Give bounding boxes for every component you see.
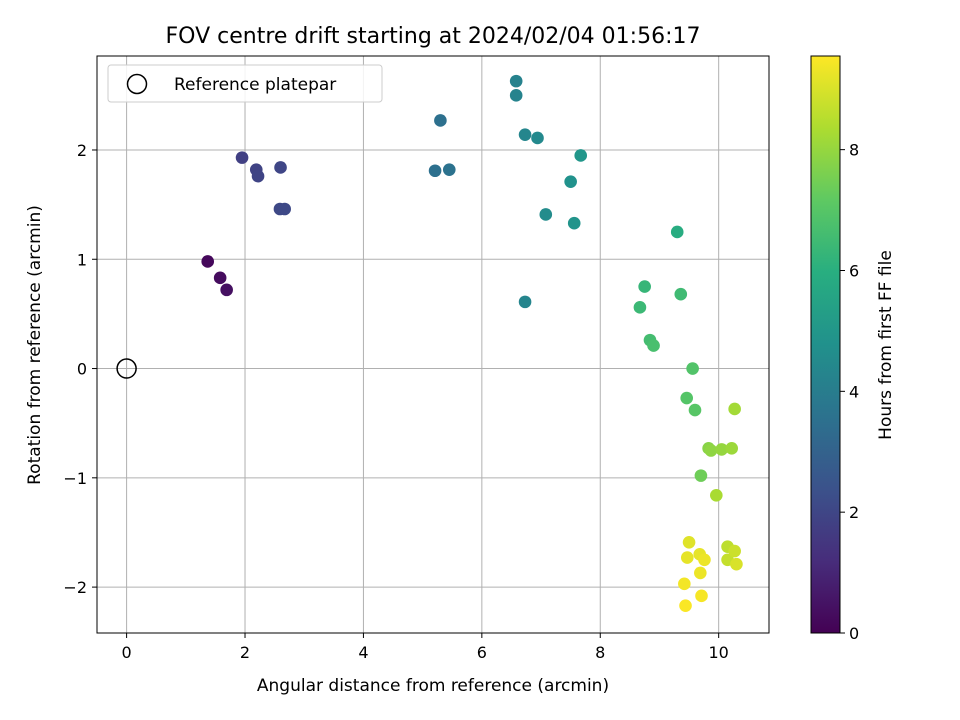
data-point (728, 402, 741, 416)
x-tick-label: 2 (240, 643, 250, 662)
data-point (509, 89, 523, 102)
y-axis-ticks: −2 −1 0 1 2 (63, 141, 97, 597)
legend-marker-reference (126, 73, 148, 95)
legend: Reference platepar (107, 64, 383, 103)
data-point (680, 551, 694, 564)
data-point (518, 128, 532, 141)
data-point (710, 489, 723, 502)
x-tick-label: 6 (477, 643, 487, 662)
data-point (567, 216, 581, 230)
data-point (678, 577, 691, 591)
data-point (695, 589, 708, 603)
data-point (274, 161, 287, 174)
data-point (694, 566, 707, 580)
data-point (715, 443, 728, 456)
colorbar-tick-label: 2 (849, 503, 859, 522)
reference-point-marker (116, 358, 137, 379)
y-tick-label: 2 (77, 141, 87, 160)
data-point (633, 301, 647, 314)
data-point (251, 169, 265, 183)
data-point (674, 287, 688, 301)
data-point (682, 535, 696, 549)
colorbar-tick-label: 6 (849, 261, 859, 280)
data-point (518, 295, 532, 309)
data-point (698, 553, 711, 567)
data-point (574, 149, 588, 162)
data-point (531, 131, 544, 145)
x-tick-label: 4 (358, 643, 368, 662)
data-point (686, 362, 699, 375)
data-point (509, 74, 523, 88)
data-point (434, 114, 447, 127)
y-tick-label: 0 (77, 360, 87, 379)
x-tick-label: 10 (708, 643, 728, 662)
x-axis-ticks: 0 2 4 6 8 10 (122, 633, 729, 662)
y-tick-label: −2 (63, 578, 87, 597)
data-point (680, 391, 694, 405)
chart-title: FOV centre drift starting at 2024/02/04 … (166, 24, 701, 49)
colorbar-ticks: 0 2 4 6 8 (840, 141, 859, 643)
data-point (728, 544, 741, 558)
colorbar-tick-label: 8 (849, 141, 859, 160)
x-axis-label: Angular distance from reference (arcmin) (257, 676, 609, 696)
x-tick-label: 0 (122, 643, 132, 662)
data-point (704, 444, 718, 457)
data-point (679, 599, 692, 612)
data-point (428, 164, 442, 178)
legend-box (107, 64, 383, 103)
colorbar-frame (810, 55, 841, 634)
data-points (116, 74, 743, 612)
y-tick-label: −1 (63, 469, 87, 488)
data-point (278, 202, 291, 216)
data-point (670, 225, 684, 239)
y-axis-label: Rotation from reference (arcmin) (25, 205, 45, 485)
x-tick-label: 8 (595, 643, 605, 662)
data-point (725, 442, 738, 455)
colorbar-gradient (811, 56, 840, 633)
data-point (564, 175, 577, 188)
colorbar-label: Hours from first FF file (876, 250, 896, 440)
data-point (201, 255, 215, 268)
data-point (694, 469, 708, 482)
colorbar-tick-label: 4 (849, 382, 859, 401)
data-point (638, 280, 651, 293)
data-point (730, 557, 743, 571)
data-point (442, 163, 456, 176)
grid-lines (97, 56, 769, 633)
data-point (235, 151, 249, 164)
data-point (213, 271, 227, 285)
data-point (539, 208, 553, 221)
plot-frame (96, 55, 770, 634)
legend-label-reference: Reference platepar (174, 75, 336, 95)
colorbar: 0 2 4 6 8 Hours from first FF file (810, 55, 896, 643)
y-tick-label: 1 (77, 250, 87, 269)
data-point (688, 403, 702, 417)
colorbar-tick-label: 0 (849, 624, 859, 643)
data-point (220, 283, 233, 297)
data-point (647, 339, 660, 352)
